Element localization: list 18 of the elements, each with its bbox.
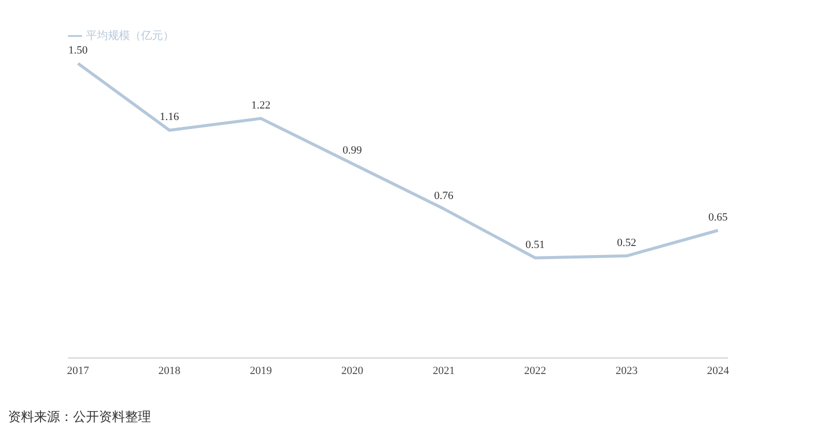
legend-label: 平均规模（亿元） (86, 30, 174, 42)
data-label: 0.51 (526, 238, 545, 251)
text: 资料来源：公开资料整理 (8, 408, 151, 426)
x-tick-label: 2022 (524, 364, 546, 377)
x-tick-label: 2019 (250, 364, 272, 377)
data-label: 0.99 (342, 144, 362, 157)
x-tick-label: 2018 (158, 364, 181, 377)
data-label: 1.22 (251, 99, 270, 112)
data-label: 1.50 (68, 44, 88, 56)
data-label: 0.76 (434, 190, 454, 202)
x-tick-label: 2023 (616, 364, 638, 377)
data-label: 0.65 (708, 211, 728, 224)
data-label: 0.52 (616, 236, 636, 249)
x-tick-label: 2021 (432, 364, 455, 377)
x-tick-label: 2024 (707, 364, 730, 377)
x-tick-label: 2017 (67, 364, 90, 377)
data-label: 1.16 (160, 111, 180, 124)
x-tick-label: 2020 (341, 364, 364, 377)
